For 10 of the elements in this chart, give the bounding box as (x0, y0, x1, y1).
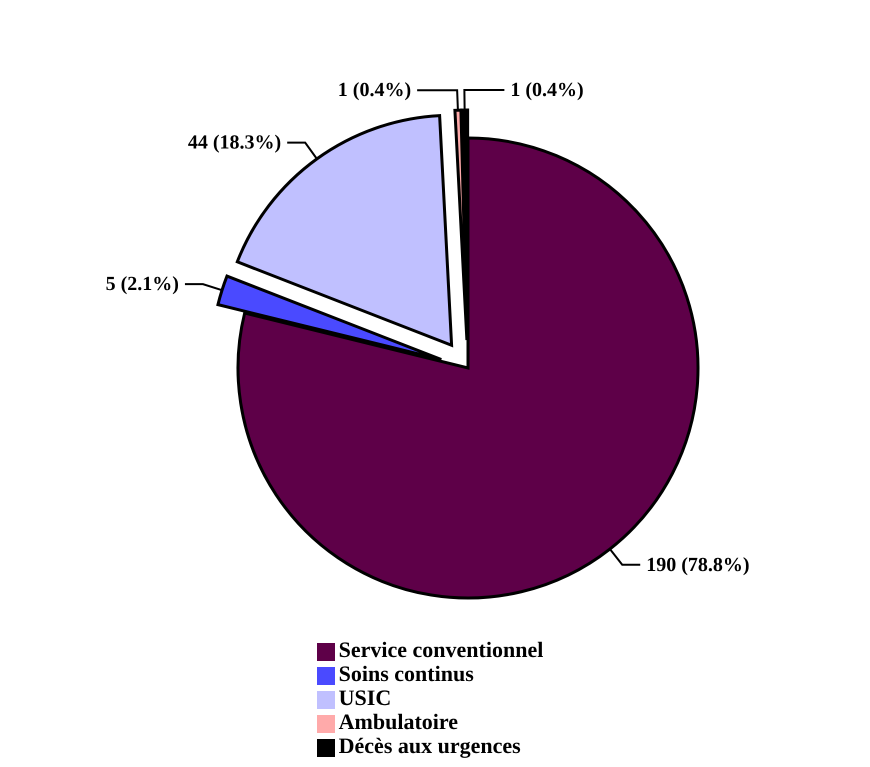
legend-label: Soins continus (338, 661, 474, 686)
data-label: 1 (0.4%) (338, 79, 412, 102)
legend-label: Décès aux urgences (338, 733, 521, 758)
data-label: 5 (2.1%) (106, 273, 179, 296)
legend-label: USIC (338, 685, 392, 710)
legend-label: Ambulatoire (338, 709, 458, 734)
data-label: 1 (0.4%) (510, 79, 584, 102)
data-label: 44 (18.3%) (188, 132, 282, 154)
legend-label: Service conventionnel (338, 637, 544, 662)
data-label: 190 (78.8%) (646, 554, 750, 576)
